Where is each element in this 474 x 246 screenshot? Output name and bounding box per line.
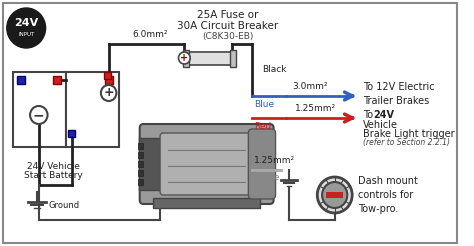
- Text: +: +: [180, 53, 188, 63]
- Bar: [138, 161, 143, 167]
- Text: 1.25mm²: 1.25mm²: [254, 156, 295, 165]
- Bar: [13, 72, 66, 147]
- Bar: [183, 50, 189, 67]
- FancyBboxPatch shape: [160, 133, 253, 195]
- Circle shape: [317, 177, 352, 213]
- Bar: [187, 52, 232, 65]
- Text: 3.0mm²: 3.0mm²: [293, 82, 328, 91]
- Bar: [326, 192, 344, 198]
- Text: 30A Circuit Breaker: 30A Circuit Breaker: [177, 21, 279, 31]
- Bar: [66, 72, 119, 147]
- Text: 24V Vehicle: 24V Vehicle: [27, 162, 80, 171]
- Text: 25A Fuse or: 25A Fuse or: [197, 10, 259, 20]
- FancyBboxPatch shape: [140, 124, 273, 204]
- Text: 1.25mm²: 1.25mm²: [295, 104, 336, 113]
- Text: (C8K30-EB): (C8K30-EB): [202, 32, 254, 41]
- Bar: [18, 76, 25, 84]
- Text: Vehicle: Vehicle: [363, 120, 398, 130]
- Circle shape: [322, 182, 347, 208]
- Text: To 12V Electric
Trailer Brakes: To 12V Electric Trailer Brakes: [363, 82, 435, 106]
- Text: To: To: [363, 110, 376, 120]
- Text: Blue: Blue: [254, 100, 274, 109]
- Bar: [138, 170, 143, 176]
- Bar: [153, 198, 260, 208]
- Bar: [230, 50, 236, 67]
- Circle shape: [7, 8, 46, 48]
- Text: 24V: 24V: [374, 110, 394, 120]
- Bar: [139, 138, 160, 190]
- Bar: [54, 76, 61, 84]
- Text: INPUT: INPUT: [18, 32, 34, 37]
- Text: Red: Red: [254, 122, 272, 131]
- Bar: [105, 76, 112, 84]
- Circle shape: [101, 85, 117, 101]
- Text: 6.0mm²: 6.0mm²: [133, 30, 168, 39]
- FancyBboxPatch shape: [248, 129, 275, 199]
- Bar: [138, 152, 143, 158]
- Bar: [138, 179, 143, 185]
- Bar: [104, 72, 110, 79]
- Circle shape: [179, 52, 190, 64]
- Text: Start Battery: Start Battery: [24, 171, 83, 180]
- Text: −: −: [33, 108, 45, 122]
- Text: +: +: [103, 87, 114, 99]
- Text: Black: Black: [262, 65, 286, 75]
- Text: Brake Light trigger: Brake Light trigger: [363, 129, 455, 139]
- Text: (refer to Section 2.2.1): (refer to Section 2.2.1): [363, 138, 450, 147]
- Circle shape: [30, 106, 47, 124]
- Text: Dash mount
controls for
Tow-pro.: Dash mount controls for Tow-pro.: [358, 176, 418, 214]
- Bar: [68, 130, 75, 137]
- Text: Ground: Ground: [48, 201, 80, 210]
- Text: 24V: 24V: [14, 18, 38, 28]
- Bar: [138, 143, 143, 149]
- Text: White: White: [254, 173, 281, 182]
